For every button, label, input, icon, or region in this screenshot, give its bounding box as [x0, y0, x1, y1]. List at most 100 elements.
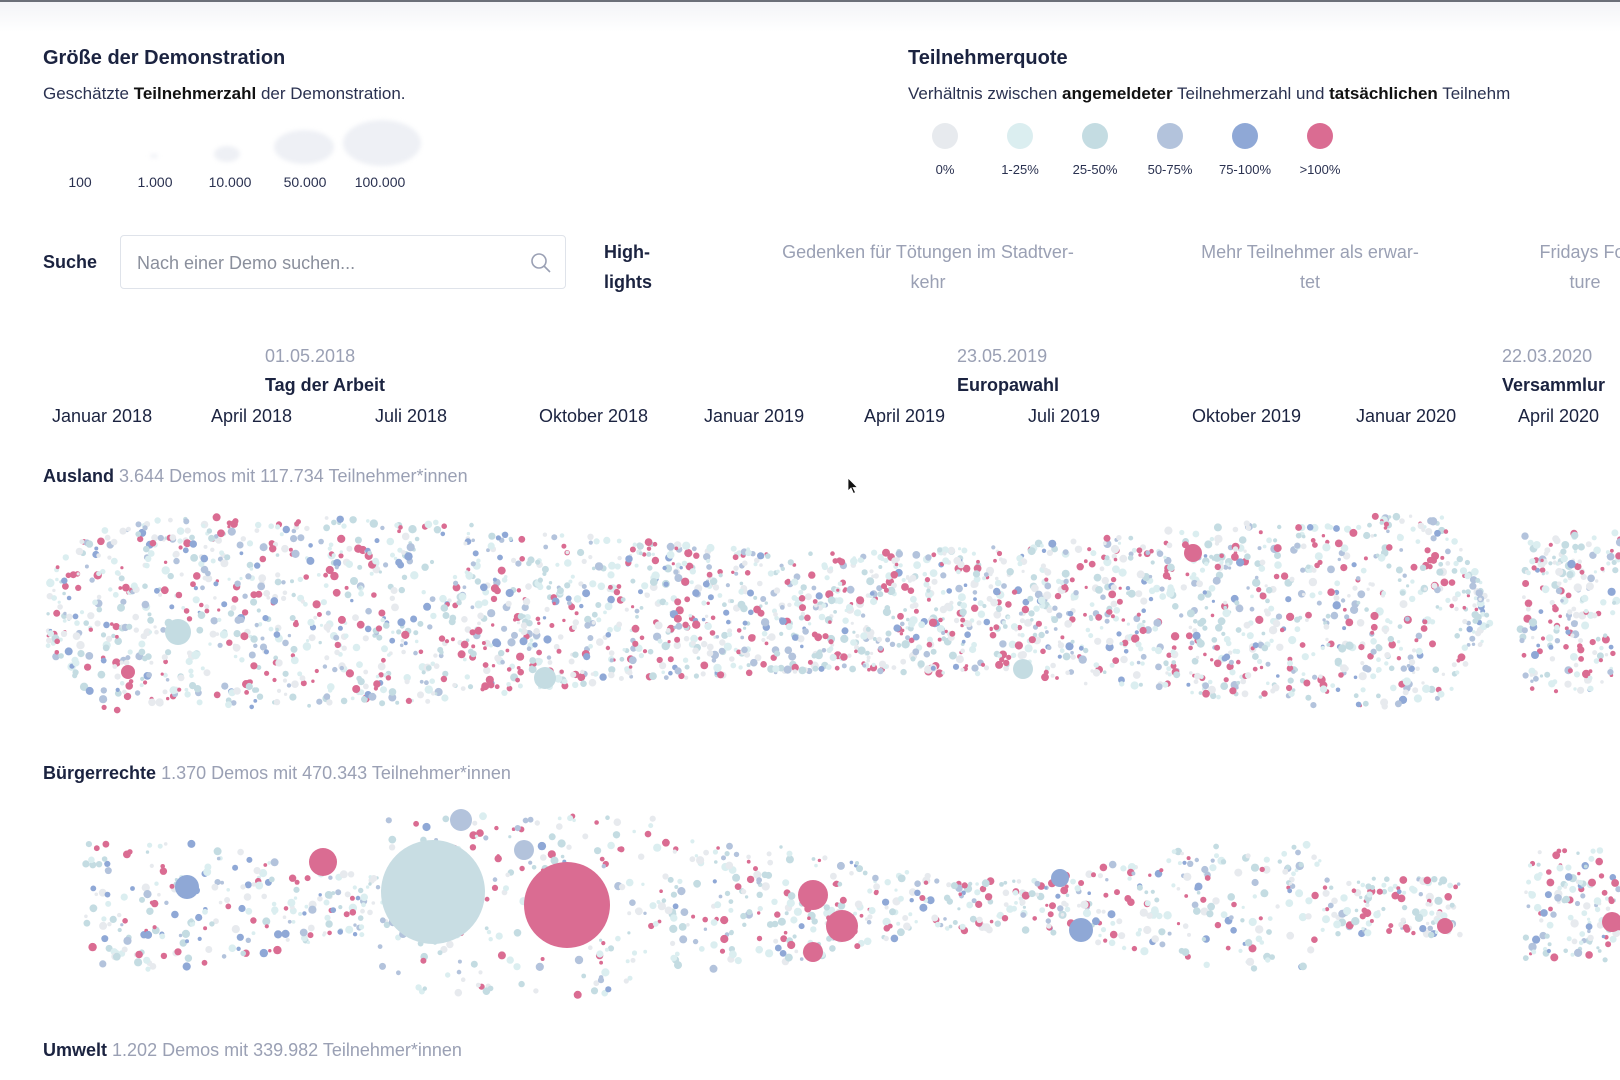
- demo-bubble-ausland[interactable]: [1162, 571, 1171, 580]
- demo-bubble-ausland[interactable]: [816, 601, 825, 609]
- demo-bubble-ausland[interactable]: [234, 580, 241, 587]
- demo-bubble-ausland[interactable]: [1521, 652, 1527, 658]
- demo-bubble-buergerrechte[interactable]: [1295, 849, 1301, 856]
- demo-bubble-buergerrechte[interactable]: [245, 937, 251, 943]
- demo-bubble-ausland[interactable]: [85, 652, 94, 660]
- demo-bubble-ausland[interactable]: [250, 662, 258, 670]
- demo-bubble-ausland[interactable]: [1104, 611, 1111, 618]
- demo-bubble-ausland[interactable]: [341, 523, 347, 529]
- demo-bubble-buergerrechte[interactable]: [550, 856, 559, 865]
- demo-bubble-ausland[interactable]: [490, 595, 498, 603]
- demo-bubble-ausland[interactable]: [387, 583, 394, 590]
- demo-bubble-ausland[interactable]: [1464, 572, 1471, 580]
- demo-bubble-buergerrechte[interactable]: [1547, 942, 1552, 947]
- demo-bubble-ausland[interactable]: [718, 573, 723, 578]
- demo-bubble-ausland[interactable]: [651, 571, 660, 580]
- demo-bubble-buergerrechte[interactable]: [1576, 851, 1580, 855]
- demo-bubble-ausland[interactable]: [254, 528, 260, 533]
- demo-bubble-ausland[interactable]: [1212, 645, 1217, 650]
- demo-bubble-ausland[interactable]: [1334, 660, 1341, 667]
- demo-bubble-buergerrechte[interactable]: [445, 972, 451, 978]
- demo-bubble-ausland[interactable]: [157, 534, 164, 542]
- demo-bubble-ausland[interactable]: [743, 589, 749, 595]
- demo-bubble-ausland[interactable]: [437, 646, 444, 653]
- demo-bubble-ausland[interactable]: [913, 561, 921, 569]
- demo-bubble-ausland[interactable]: [1214, 534, 1223, 544]
- demo-bubble-ausland[interactable]: [937, 547, 943, 553]
- demo-bubble-ausland[interactable]: [710, 615, 716, 621]
- demo-bubble-ausland[interactable]: [607, 595, 615, 604]
- demo-bubble-buergerrechte[interactable]: [867, 907, 871, 912]
- demo-bubble-ausland[interactable]: [999, 650, 1007, 659]
- demo-bubble-buergerrechte[interactable]: [244, 881, 252, 889]
- demo-bubble-buergerrechte[interactable]: [1032, 916, 1037, 921]
- demo-bubble-buergerrechte[interactable]: [961, 882, 968, 889]
- demo-bubble-ausland[interactable]: [1078, 655, 1087, 664]
- demo-bubble-ausland[interactable]: [926, 593, 931, 597]
- demo-bubble-buergerrechte[interactable]: [120, 923, 124, 927]
- demo-bubble-buergerrechte[interactable]: [721, 855, 726, 861]
- demo-bubble-buergerrechte[interactable]: [779, 845, 783, 849]
- demo-bubble-buergerrechte[interactable]: [661, 898, 667, 903]
- demo-bubble-ausland[interactable]: [326, 629, 331, 633]
- demo-bubble-buergerrechte[interactable]: [757, 882, 763, 888]
- demo-bubble-ausland[interactable]: [433, 526, 442, 534]
- demo-bubble-buergerrechte[interactable]: [356, 924, 363, 931]
- demo-bubble-ausland[interactable]: [1019, 618, 1025, 624]
- demo-bubble-ausland[interactable]: [1363, 556, 1368, 561]
- demo-bubble-ausland[interactable]: [766, 636, 770, 640]
- demo-bubble-ausland[interactable]: [154, 517, 161, 524]
- demo-bubble-ausland[interactable]: [926, 664, 935, 673]
- demo-bubble-ausland[interactable]: [553, 643, 560, 650]
- demo-bubble-buergerrechte[interactable]: [1091, 872, 1096, 878]
- demo-bubble-ausland[interactable]: [85, 686, 94, 695]
- demo-bubble-ausland[interactable]: [815, 592, 823, 600]
- demo-bubble-buergerrechte[interactable]: [164, 900, 169, 905]
- demo-bubble-ausland[interactable]: [714, 671, 720, 678]
- demo-bubble-buergerrechte[interactable]: [1182, 923, 1189, 929]
- demo-bubble-medium[interactable]: [1602, 912, 1620, 932]
- demo-bubble-ausland[interactable]: [681, 577, 690, 587]
- demo-bubble-ausland[interactable]: [829, 653, 837, 662]
- demo-bubble-ausland[interactable]: [1128, 551, 1134, 557]
- demo-bubble-ausland[interactable]: [295, 519, 301, 525]
- demo-bubble-buergerrechte[interactable]: [1386, 928, 1393, 934]
- demo-bubble-ausland[interactable]: [1290, 546, 1298, 554]
- demo-bubble-buergerrechte[interactable]: [718, 894, 723, 899]
- demo-bubble-buergerrechte[interactable]: [371, 901, 376, 905]
- demo-bubble-ausland[interactable]: [1385, 653, 1391, 660]
- demo-bubble-buergerrechte[interactable]: [1255, 935, 1263, 943]
- demo-bubble-ausland[interactable]: [1126, 622, 1130, 626]
- demo-bubble-ausland[interactable]: [673, 569, 679, 575]
- demo-bubble-buergerrechte[interactable]: [352, 885, 357, 890]
- demo-bubble-buergerrechte[interactable]: [670, 940, 676, 947]
- demo-bubble-buergerrechte[interactable]: [143, 956, 151, 964]
- demo-bubble-ausland[interactable]: [622, 648, 626, 652]
- demo-bubble-buergerrechte[interactable]: [672, 903, 679, 910]
- demo-bubble-buergerrechte[interactable]: [1544, 933, 1550, 939]
- demo-bubble-ausland[interactable]: [1055, 676, 1059, 680]
- demo-bubble-ausland[interactable]: [1390, 684, 1397, 692]
- demo-bubble-ausland[interactable]: [465, 638, 470, 643]
- demo-bubble-ausland[interactable]: [1264, 584, 1268, 588]
- demo-bubble-ausland[interactable]: [973, 564, 982, 573]
- demo-bubble-ausland[interactable]: [895, 550, 903, 558]
- demo-bubble-buergerrechte[interactable]: [557, 869, 562, 874]
- demo-bubble-ausland[interactable]: [613, 624, 622, 632]
- demo-bubble-ausland[interactable]: [1121, 639, 1129, 647]
- demo-bubble-ausland[interactable]: [929, 569, 938, 577]
- demo-bubble-buergerrechte[interactable]: [1097, 873, 1103, 879]
- demo-bubble-buergerrechte[interactable]: [1055, 893, 1061, 899]
- demo-bubble-buergerrechte[interactable]: [540, 854, 547, 861]
- demo-bubble-buergerrechte[interactable]: [294, 879, 300, 885]
- demo-bubble-ausland[interactable]: [798, 595, 806, 602]
- demo-bubble-ausland[interactable]: [909, 603, 916, 609]
- demo-bubble-buergerrechte[interactable]: [379, 962, 386, 970]
- demo-bubble-ausland[interactable]: [1212, 576, 1221, 585]
- demo-bubble-ausland[interactable]: [424, 685, 433, 694]
- demo-bubble-ausland[interactable]: [233, 687, 241, 695]
- demo-bubble-ausland[interactable]: [536, 558, 542, 564]
- demo-bubble-buergerrechte[interactable]: [744, 895, 749, 899]
- demo-bubble-buergerrechte[interactable]: [571, 914, 576, 919]
- demo-bubble-ausland[interactable]: [1146, 578, 1152, 584]
